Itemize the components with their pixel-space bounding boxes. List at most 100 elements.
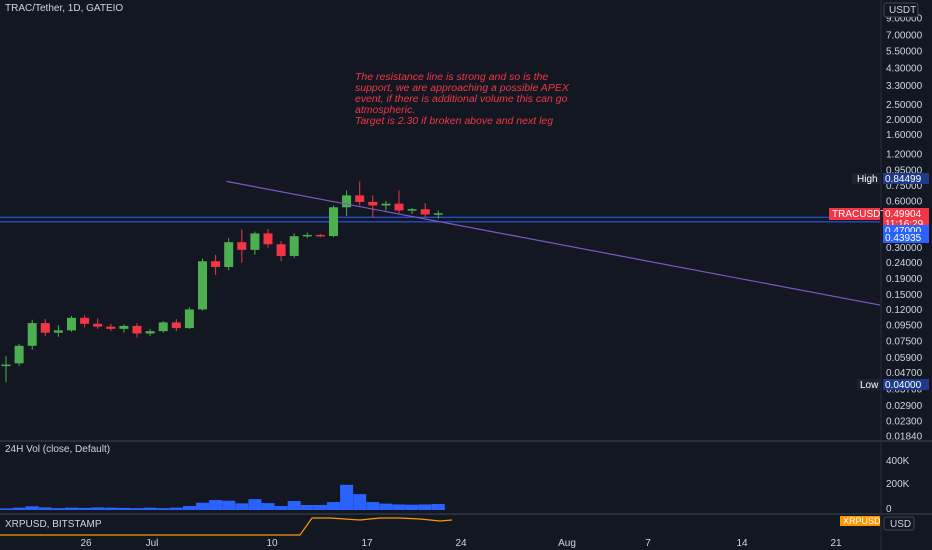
price-tick-label: 0.02300 bbox=[886, 416, 923, 427]
candle-body bbox=[119, 325, 129, 329]
candle-body bbox=[145, 331, 155, 334]
xrp-line-group bbox=[0, 517, 453, 536]
annotation-line-6[interactable]: Target is 2.30 if broken above and next … bbox=[355, 115, 553, 127]
candle-body bbox=[250, 233, 260, 250]
volume-bar bbox=[65, 507, 78, 510]
price-tick-label: 0.24000 bbox=[886, 258, 923, 269]
xrp-tag: XRPUSD bbox=[843, 516, 881, 526]
annotation-line-3[interactable]: event, if there is additional volume thi… bbox=[355, 93, 568, 105]
time-tick-label: Jul bbox=[146, 538, 159, 549]
last-price: 0.49904 bbox=[885, 209, 922, 220]
candle-body bbox=[171, 322, 181, 329]
low-label-box bbox=[857, 379, 880, 390]
time-tick-label: 24 bbox=[455, 538, 467, 549]
currency-button[interactable] bbox=[883, 2, 919, 18]
trendline-group bbox=[226, 180, 881, 306]
volume-bar bbox=[182, 506, 196, 510]
support-2-value: 0.43935 bbox=[885, 233, 922, 244]
price-tick-label: 1.20000 bbox=[886, 150, 923, 161]
high-value-box bbox=[883, 173, 929, 184]
candle-body bbox=[184, 309, 194, 329]
support-2-box bbox=[883, 232, 929, 243]
volume-bar bbox=[379, 503, 393, 510]
xrp-price-line bbox=[0, 517, 453, 536]
volume-bar bbox=[418, 504, 432, 510]
low-value-box bbox=[883, 379, 929, 390]
price-tick-label: 4.30000 bbox=[886, 63, 923, 74]
volume-tick-label: 0 bbox=[886, 504, 892, 515]
volume-bar bbox=[38, 507, 52, 510]
candle-body bbox=[106, 326, 116, 329]
high-value: 0.84499 bbox=[885, 174, 922, 185]
compare-symbol-label[interactable]: XRPUSD, BITSTAMP bbox=[5, 519, 102, 530]
candle-body bbox=[433, 213, 443, 215]
candle-body bbox=[355, 195, 365, 202]
time-tick-label: 17 bbox=[361, 538, 373, 549]
candle-body bbox=[276, 244, 286, 256]
volume-bar bbox=[222, 500, 236, 510]
price-tick-label: 0.09500 bbox=[886, 321, 923, 332]
time-tick-label: 26 bbox=[80, 538, 92, 549]
volume-bar bbox=[392, 504, 406, 510]
low-label: Low bbox=[860, 380, 879, 391]
last-price-box bbox=[883, 208, 929, 230]
price-tick-label: 1.60000 bbox=[886, 130, 923, 141]
candle-body bbox=[315, 234, 325, 237]
low-value: 0.04000 bbox=[885, 380, 922, 391]
bar-countdown: 11:16:29 bbox=[885, 219, 924, 230]
candle-body bbox=[329, 207, 338, 237]
time-tick-label: 14 bbox=[736, 538, 748, 549]
candle-body bbox=[381, 203, 391, 206]
high-label-box bbox=[852, 173, 880, 184]
price-tick-label: 0.12000 bbox=[886, 305, 923, 316]
volume-bar bbox=[196, 502, 209, 510]
candle-body bbox=[158, 322, 168, 332]
candle-body bbox=[211, 261, 221, 267]
volume-bar bbox=[340, 484, 354, 510]
candle-body bbox=[368, 201, 378, 206]
price-tick-label: 9.00000 bbox=[886, 14, 923, 25]
annotation-line-1[interactable]: The resistance line is strong and so is … bbox=[355, 71, 548, 83]
candle-body bbox=[80, 317, 90, 324]
candle-body bbox=[53, 330, 63, 333]
compare-currency-box[interactable] bbox=[883, 516, 915, 531]
candle-body bbox=[14, 345, 24, 364]
volume-bar bbox=[130, 508, 144, 510]
price-tick-label: 0.04700 bbox=[886, 368, 923, 379]
price-tick-label: 0.15000 bbox=[886, 290, 923, 301]
volume-bar bbox=[235, 503, 249, 510]
price-pane[interactable] bbox=[0, 0, 880, 440]
price-tick-label: 5.50000 bbox=[886, 47, 923, 58]
volume-bar bbox=[274, 506, 288, 510]
annotation-line-4[interactable]: atmospheric. bbox=[355, 104, 415, 116]
candle-body bbox=[407, 209, 417, 211]
volume-bar bbox=[353, 494, 367, 510]
price-tick-label: 0.95000 bbox=[886, 165, 923, 176]
support-1-box bbox=[883, 225, 929, 236]
candle-body bbox=[93, 323, 103, 327]
volume-bar bbox=[313, 504, 327, 510]
volume-bar bbox=[0, 508, 13, 510]
volume-bar bbox=[169, 507, 183, 510]
volume-bars-group bbox=[0, 484, 445, 510]
price-tick-label: 0.19000 bbox=[886, 274, 923, 285]
volume-bar bbox=[78, 507, 92, 510]
volume-bar bbox=[209, 500, 223, 510]
time-tick-label: 21 bbox=[830, 538, 842, 549]
volume-bar bbox=[261, 503, 275, 510]
symbol-title[interactable]: TRAC/Tether, 1D, GATEIO bbox=[5, 3, 123, 14]
candle-body bbox=[67, 317, 76, 331]
volume-bar bbox=[25, 506, 39, 510]
volume-bar bbox=[431, 504, 445, 510]
candle-body bbox=[132, 325, 142, 334]
resistance-trendline bbox=[226, 180, 881, 306]
price-tick-label: 7.00000 bbox=[886, 30, 923, 41]
candle-body bbox=[237, 242, 247, 250]
candle-body bbox=[27, 323, 37, 346]
annotation-line-2[interactable]: support, we are approaching a possible A… bbox=[355, 82, 570, 94]
candle-body bbox=[342, 195, 352, 208]
volume-indicator-label[interactable]: 24H Vol (close, Default) bbox=[5, 444, 110, 455]
candle-body bbox=[40, 323, 50, 333]
volume-bar bbox=[327, 502, 340, 510]
